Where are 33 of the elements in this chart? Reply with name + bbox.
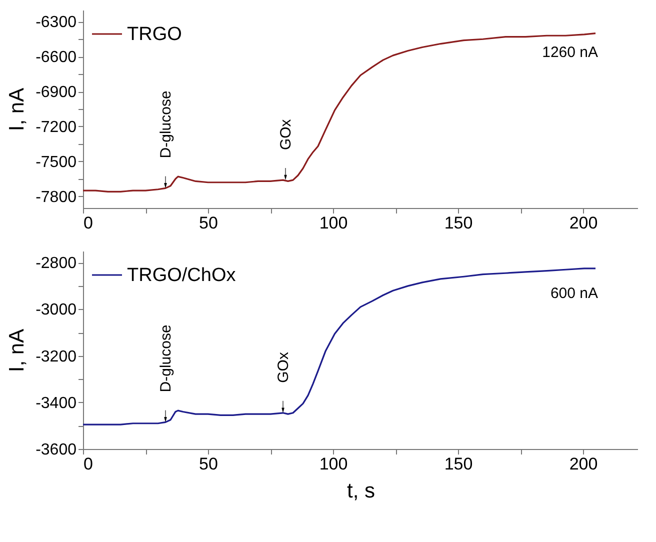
y-tick-label: -6900: [36, 84, 77, 102]
y-tick-label: -3400: [36, 394, 77, 412]
x-tick-label: 0: [84, 454, 93, 474]
x-tick-label: 100: [319, 454, 348, 474]
x-tick-label: 50: [199, 454, 218, 474]
x-tick-label: 200: [569, 454, 598, 474]
annotation: 1260 nA: [542, 44, 598, 61]
x-tick-label: 200: [569, 214, 598, 232]
y-tick-label: -3600: [36, 442, 77, 458]
annotation: GOx: [278, 118, 294, 150]
x-tick-label: 50: [199, 214, 218, 232]
y-tick-label: -6600: [36, 49, 77, 66]
x-tick-label: 100: [319, 214, 348, 232]
y-tick-label: -2800: [36, 255, 77, 272]
y-tick-label: -7500: [36, 154, 77, 171]
annotation: GOx: [275, 352, 292, 383]
y-axis-title: I, nA: [6, 88, 29, 132]
annotation: D-glucose: [158, 324, 174, 392]
y-tick-label: -7800: [36, 188, 77, 206]
x-axis-title: t, s: [346, 480, 376, 502]
x-tick-label: 0: [84, 214, 93, 232]
x-tick-label: 150: [444, 454, 473, 474]
y-tick-label: -6300: [36, 14, 77, 32]
annotation: 600 nA: [550, 285, 598, 302]
annotation: D-glucose: [158, 90, 174, 158]
y-tick-label: -3200: [36, 348, 77, 366]
legend-label: TRGO/ChOx: [127, 265, 236, 286]
y-tick-label: -3000: [36, 302, 77, 319]
legend-label: TRGO: [127, 24, 182, 45]
y-tick-label: -7200: [36, 118, 77, 136]
line-series: [83, 268, 596, 426]
x-tick-label: 150: [444, 214, 473, 232]
y-axis-title: I, nA: [6, 328, 29, 372]
